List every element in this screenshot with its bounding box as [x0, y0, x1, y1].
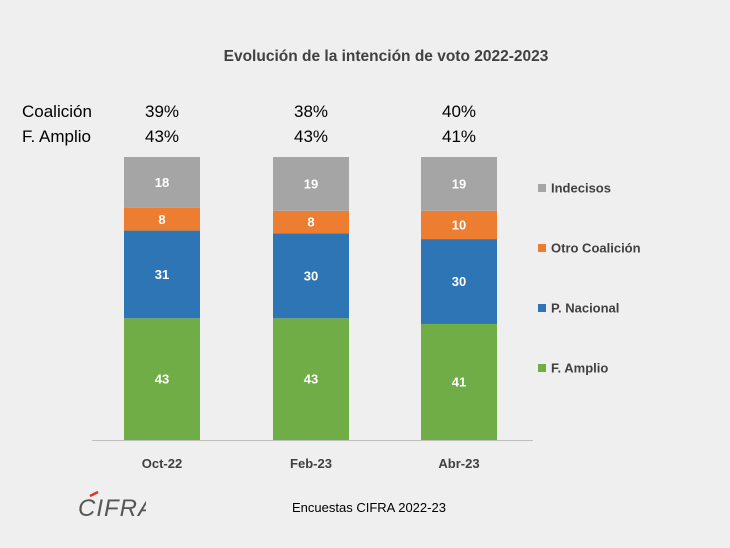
legend-swatch [538, 364, 546, 372]
legend-swatch [538, 304, 546, 312]
summary-coalicion-feb: 38% [293, 102, 329, 121]
bar-segment-indecisos-abr-23 [421, 157, 497, 211]
data-label: 19 [452, 176, 466, 191]
data-label: 30 [304, 268, 318, 283]
summary-coalicion-abr: 40% [441, 102, 477, 121]
data-label: 43 [155, 372, 169, 387]
bar-segment-otro-coalici-n-abr-23 [421, 210, 497, 240]
bar-segment-p-nacional-feb-23 [273, 233, 349, 319]
legend-swatch [538, 244, 546, 252]
data-label: 10 [452, 217, 466, 232]
summary-label-famplio: F. Amplio [22, 127, 91, 146]
svg-text:CIFRA: CIFRA [78, 495, 146, 522]
bar-segment-p-nacional-oct-22 [124, 230, 200, 319]
summary-coalicion-oct: 39% [144, 102, 180, 121]
bar-segment-indecisos-feb-23 [273, 157, 349, 211]
x-tick-label: Abr-23 [438, 456, 479, 471]
bar-segment-otro-coalici-n-feb-23 [273, 210, 349, 234]
summary-label-coalicion: Coalición [22, 102, 92, 121]
legend-label: Indecisos [551, 181, 611, 196]
legend-label: F. Amplio [551, 361, 608, 376]
data-label: 43 [304, 372, 318, 387]
bar-segment-otro-coalici-n-oct-22 [124, 207, 200, 231]
legend-swatch [538, 184, 546, 192]
chart-title: Evolución de la intención de voto 2022-2… [223, 48, 549, 65]
x-tick-label: Oct-22 [142, 456, 182, 471]
data-label: 8 [307, 215, 314, 230]
footer-source: Encuestas CIFRA 2022-23 [292, 500, 446, 515]
bar-segment-f-amplio-abr-23 [421, 323, 497, 440]
data-label: 19 [304, 176, 318, 191]
legend-label: P. Nacional [551, 301, 619, 316]
bar-segment-p-nacional-abr-23 [421, 239, 497, 324]
summary-famplio-abr: 41% [441, 127, 477, 146]
data-label: 41 [452, 374, 466, 389]
data-label: 30 [452, 274, 466, 289]
summary-famplio-oct: 43% [144, 127, 180, 146]
data-label: 8 [158, 212, 165, 227]
data-label: 18 [155, 175, 169, 190]
bar-segment-f-amplio-feb-23 [273, 318, 349, 440]
bar-segment-indecisos-oct-22 [124, 157, 200, 208]
data-label: 31 [155, 267, 169, 282]
bar-segment-f-amplio-oct-22 [124, 318, 200, 440]
legend-label: Otro Coalición [551, 241, 641, 256]
summary-famplio-feb: 43% [293, 127, 329, 146]
x-tick-label: Feb-23 [290, 456, 332, 471]
